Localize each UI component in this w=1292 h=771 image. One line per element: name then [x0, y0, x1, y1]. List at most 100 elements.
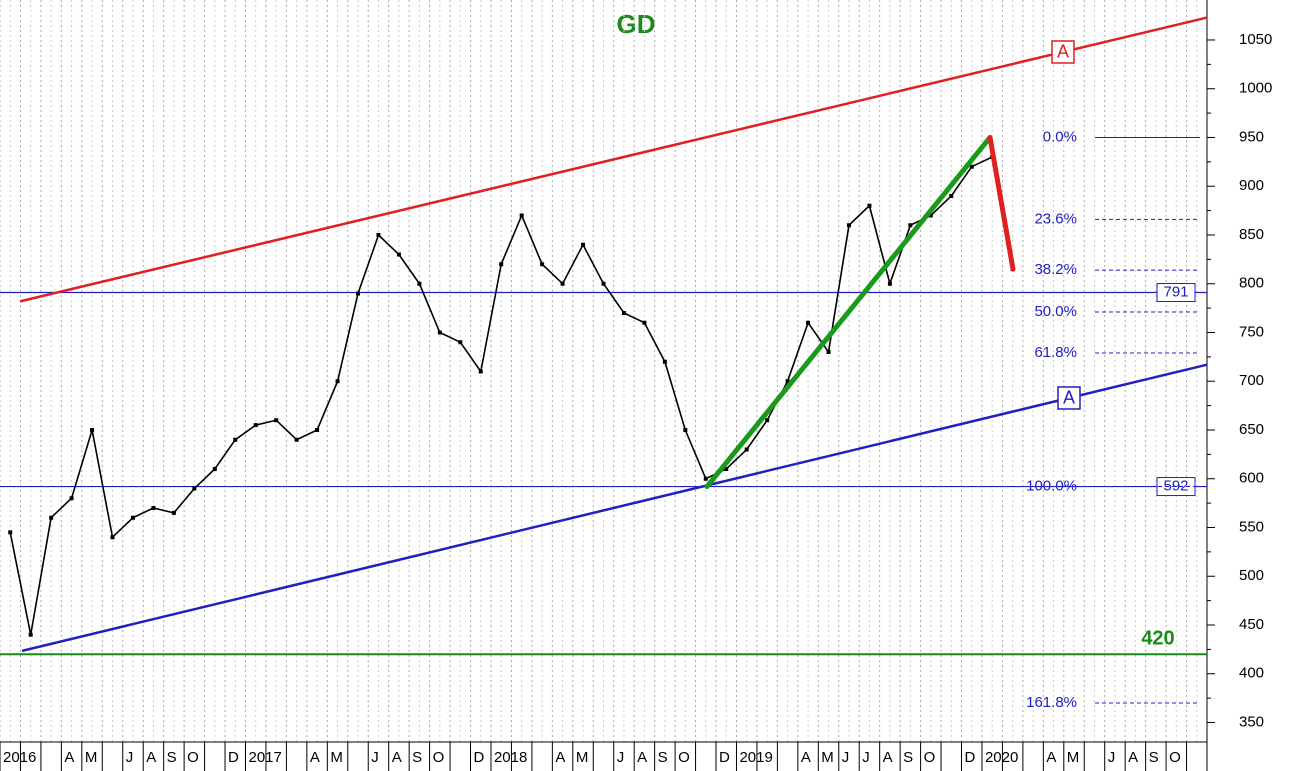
price-point [949, 193, 954, 198]
price-point [928, 213, 933, 218]
price-point [69, 496, 74, 501]
x-tick-label: A [883, 749, 893, 766]
x-tick-label: O [433, 749, 445, 766]
x-tick-label: S [658, 749, 668, 766]
swing-line [704, 134, 993, 490]
y-tick-label: 750 [1239, 323, 1264, 340]
price-point [151, 505, 156, 510]
x-tick-label: S [412, 749, 422, 766]
price-point [785, 379, 790, 384]
price-point [49, 515, 54, 520]
y-tick-label: 650 [1239, 421, 1264, 438]
y-tick-label: 800 [1239, 275, 1264, 292]
price-point [315, 427, 320, 432]
x-tick-label: S [1149, 749, 1159, 766]
x-tick-label: O [924, 749, 936, 766]
fib-label: 100.0% [1026, 478, 1077, 495]
price-point [867, 203, 872, 208]
price-point [171, 510, 176, 515]
price-point [274, 418, 279, 423]
price-point [499, 262, 504, 267]
price-point [969, 164, 974, 169]
price-point [887, 281, 892, 286]
x-tick-label: O [187, 749, 199, 766]
y-tick-label: 700 [1239, 372, 1264, 389]
x-tick-label: A [64, 749, 74, 766]
level-label: 592 [1163, 478, 1188, 495]
trend-line [19, 16, 1208, 303]
price-point [335, 379, 340, 384]
price-point [826, 349, 831, 354]
price-point [376, 232, 381, 237]
x-tick-label: M [576, 749, 589, 766]
x-tick-label: 2018 [494, 749, 527, 766]
price-point [540, 262, 545, 267]
x-tick-label: M [1067, 749, 1080, 766]
y-tick-label: 950 [1239, 128, 1264, 145]
trend-label: A [1063, 388, 1075, 408]
price-point [621, 310, 626, 315]
price-point [233, 437, 238, 442]
y-tick-label: 850 [1239, 226, 1264, 243]
fib-label: 23.6% [1034, 210, 1077, 227]
trend-label-box [1057, 386, 1081, 410]
x-tick-label: A [392, 749, 402, 766]
price-line [9, 155, 1014, 635]
price-point [908, 223, 913, 228]
price-point [294, 437, 299, 442]
y-tick-label: 600 [1239, 470, 1264, 487]
price-point [478, 369, 483, 374]
x-tick-label: A [555, 749, 565, 766]
x-tick-label: M [85, 749, 98, 766]
price-point [703, 476, 708, 481]
level-label: 420 [1141, 628, 1174, 650]
y-tick-label: 400 [1239, 665, 1264, 682]
price-point [601, 281, 606, 286]
x-tick-label: J [1108, 749, 1116, 766]
fib-label: 0.0% [1043, 128, 1077, 145]
x-tick-label: O [678, 749, 690, 766]
x-tick-label: D [474, 749, 485, 766]
x-tick-label: A [146, 749, 156, 766]
price-point [437, 330, 442, 335]
x-tick-label: A [637, 749, 647, 766]
price-point [212, 466, 217, 471]
price-point [765, 418, 770, 423]
y-tick-label: 350 [1239, 713, 1264, 730]
price-point [519, 213, 524, 218]
trend-label: A [1057, 42, 1069, 62]
x-tick-label: D [228, 749, 239, 766]
price-point [192, 486, 197, 491]
price-point [744, 447, 749, 452]
x-tick-label: A [801, 749, 811, 766]
price-point [724, 466, 729, 471]
x-tick-label: J [617, 749, 625, 766]
y-tick-label: 500 [1239, 567, 1264, 584]
price-point [110, 535, 115, 540]
fib-label: 61.8% [1034, 344, 1077, 361]
price-point [662, 359, 667, 364]
price-point [560, 281, 565, 286]
x-tick-label: 2017 [248, 749, 281, 766]
price-point [806, 320, 811, 325]
y-tick-label: 1050 [1239, 31, 1272, 48]
x-tick-label: M [821, 749, 834, 766]
price-point [458, 340, 463, 345]
price-point [130, 515, 135, 520]
x-tick-label: J [371, 749, 379, 766]
price-point [8, 530, 13, 535]
price-point [642, 320, 647, 325]
price-point [356, 291, 361, 296]
price-point [846, 223, 851, 228]
y-tick-label: 450 [1239, 616, 1264, 633]
trend-label-box [1051, 40, 1075, 64]
level-box [1156, 283, 1196, 303]
x-tick-label: O [1169, 749, 1181, 766]
x-tick-label: M [330, 749, 343, 766]
x-tick-label: 2020 [985, 749, 1018, 766]
level-label: 791 [1163, 283, 1188, 300]
fib-label: 161.8% [1026, 694, 1077, 711]
